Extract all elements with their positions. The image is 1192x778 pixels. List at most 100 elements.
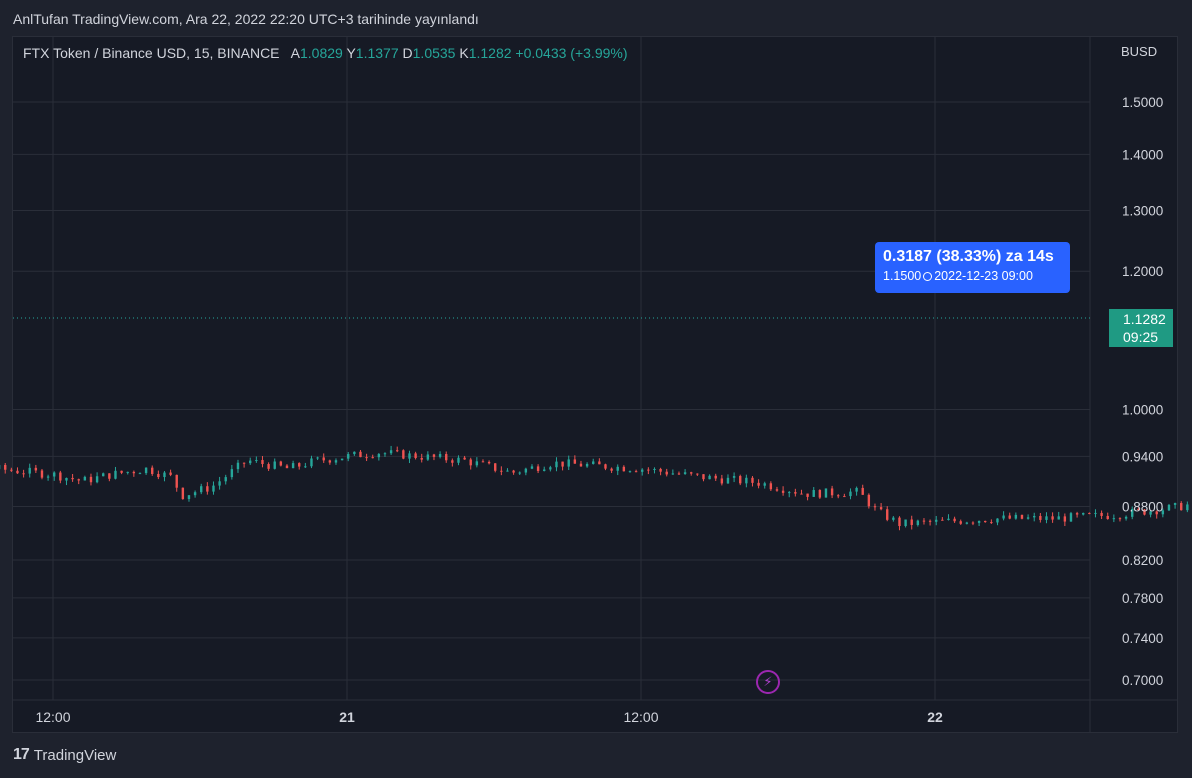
candle-body xyxy=(481,461,485,463)
candle-body xyxy=(426,454,430,460)
candle-body xyxy=(867,494,871,507)
candle-body xyxy=(218,481,221,486)
candle-body xyxy=(530,466,534,469)
candle-body xyxy=(916,520,920,525)
candle-body xyxy=(414,453,417,459)
candle-body xyxy=(653,468,656,471)
candle-body xyxy=(83,476,87,481)
candle-body xyxy=(714,475,717,479)
bar-countdown: 09:25 xyxy=(1123,329,1159,345)
candle-body xyxy=(383,453,387,455)
symbol-legend[interactable]: FTX Token / Binance USD, 15, BINANCE A1.… xyxy=(23,45,628,61)
price-tick-label: 1.4000 xyxy=(1122,147,1163,162)
candle-body xyxy=(904,519,907,527)
candle-body xyxy=(720,478,724,484)
candle-body xyxy=(953,518,956,522)
candle-body xyxy=(334,460,338,463)
candle-body xyxy=(114,470,117,479)
tradingview-logo-text: TradingView xyxy=(33,746,117,764)
candle-body xyxy=(647,469,650,471)
price-axis[interactable]: BUSD 1.5000 1.4000 1.3000 1.2000 1.0000 0.9400… xyxy=(1121,44,1163,688)
candle-body xyxy=(469,459,472,466)
candle-body xyxy=(739,476,742,484)
candle-body xyxy=(1186,504,1189,511)
candle-body xyxy=(702,474,705,480)
candle-body xyxy=(1106,515,1109,520)
price-tick-label: 1.3000 xyxy=(1122,204,1163,219)
candle-body xyxy=(977,520,981,523)
candle-body xyxy=(855,487,858,492)
candle-body xyxy=(138,473,142,475)
candle-body xyxy=(800,493,803,495)
candle-body xyxy=(861,487,864,495)
candle-body xyxy=(1155,511,1158,515)
candle-body xyxy=(475,461,479,466)
candle-body xyxy=(1020,514,1024,519)
tradingview-logo-mark: 17 xyxy=(13,746,30,763)
price-tick-label: 0.7400 xyxy=(1122,631,1163,646)
candle-body xyxy=(353,451,356,455)
candle-body xyxy=(549,467,552,470)
candle-body xyxy=(16,470,19,474)
candle-body xyxy=(71,477,74,480)
candle-body xyxy=(775,489,779,491)
candle-body xyxy=(377,454,381,458)
chart-pane[interactable] xyxy=(12,36,1178,733)
close-label: K xyxy=(459,45,469,61)
candle-body xyxy=(273,461,276,469)
candle-body xyxy=(1008,515,1011,519)
candle-body xyxy=(1131,509,1134,517)
candle-body xyxy=(157,473,160,478)
candle-body xyxy=(598,461,601,465)
measure-tooltip[interactable]: 0.3187 (38.33%) za 14s 1.1500 2022-12-23 … xyxy=(875,242,1070,293)
low-label: D xyxy=(402,45,413,61)
candle-body xyxy=(193,492,197,496)
candle-body xyxy=(102,473,105,477)
lightning-icon[interactable]: ⚡ xyxy=(756,670,780,694)
candle-body xyxy=(310,458,313,467)
candle-body xyxy=(340,458,344,461)
candle-body xyxy=(261,460,264,465)
candle-body xyxy=(696,473,699,475)
low-value: 1.0535 xyxy=(412,45,456,61)
candle-body xyxy=(28,467,31,474)
candle-body xyxy=(524,468,528,473)
time-tick-label: 12:00 xyxy=(35,709,70,725)
candle-body xyxy=(984,520,987,523)
tradingview-logo[interactable]: 17 TradingView xyxy=(13,746,116,764)
publish-line: AnlTufan TradingView.com, Ara 22, 2022 2… xyxy=(13,11,479,27)
candle-body xyxy=(457,457,460,463)
candle-body xyxy=(200,486,203,493)
candle-body xyxy=(304,466,307,468)
candle-body xyxy=(144,467,148,474)
candle-body xyxy=(1167,504,1171,511)
candle-body xyxy=(420,458,423,460)
candle-body xyxy=(928,520,932,522)
candle-body xyxy=(910,519,913,525)
candle-body xyxy=(1063,516,1067,522)
candle-body xyxy=(463,457,466,460)
candle-body xyxy=(665,471,668,475)
candle-body xyxy=(1100,512,1103,516)
candle-body xyxy=(1026,517,1030,519)
candle-body xyxy=(628,471,632,473)
price-tick-label: 1.5000 xyxy=(1122,95,1163,110)
candle-body xyxy=(230,469,234,478)
price-tick-label: 1.2000 xyxy=(1122,264,1163,279)
candle-body xyxy=(996,518,999,523)
candle-body xyxy=(708,475,711,480)
candle-body xyxy=(1137,509,1140,511)
candle-body xyxy=(965,522,969,524)
candle-body xyxy=(95,476,99,483)
candle-body xyxy=(573,459,577,464)
candle-body xyxy=(4,464,7,470)
candle-body xyxy=(935,519,938,522)
price-tick-label: 0.9400 xyxy=(1122,449,1163,464)
candle-body xyxy=(971,522,975,524)
high-value: 1.1377 xyxy=(355,45,399,61)
candle-body xyxy=(249,460,252,464)
candle-body xyxy=(990,522,993,524)
candle-body xyxy=(163,472,166,478)
